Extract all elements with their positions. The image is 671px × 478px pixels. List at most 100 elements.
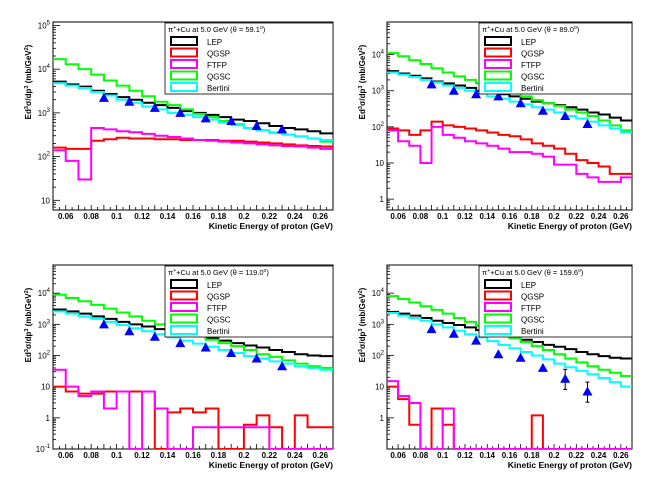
x-tick-label: 0.24 — [287, 451, 303, 460]
data-point — [251, 121, 262, 131]
data-point — [537, 362, 548, 372]
legend-label-bertini: Bertini — [521, 84, 544, 93]
y-axis-label: Ed3σ/dp3 (mb/GeV2) — [24, 44, 33, 119]
legend-swatch-qgsp — [170, 290, 198, 301]
x-tick-label: 0.12 — [457, 212, 473, 221]
legend-title: π++Cu at 5.0 GeV (θ = 159.6o) — [482, 268, 584, 277]
y-tick-label: 1 — [380, 195, 385, 204]
x-tick-label: 0.08 — [83, 451, 99, 460]
legend-swatch-bertini — [484, 82, 512, 92]
legend-label-ftfp: FTFP — [521, 304, 541, 313]
y-tick-label: 104 — [38, 288, 51, 298]
plot-area — [387, 52, 632, 183]
legend-label-ftfp: FTFP — [521, 61, 541, 70]
legend: π++Cu at 5.0 GeV (θ = 89.0o) LEP QGSP FTFP Q… — [478, 22, 633, 95]
legend-label-qgsp: QGSP — [521, 50, 544, 59]
y-tick-label: 10 — [375, 383, 384, 392]
x-tick-label: 0.12 — [134, 451, 150, 460]
series-line-bertini — [53, 82, 333, 141]
x-tick-label: 0.16 — [185, 451, 201, 460]
x-tick-label: 0.22 — [262, 451, 278, 460]
series-line-ftfp — [387, 380, 632, 449]
x-tick-label: 0.1 — [437, 451, 449, 460]
x-tick-label: 0.22 — [569, 212, 585, 221]
data-point — [149, 102, 160, 112]
legend-label-qgsp: QGSP — [207, 50, 230, 59]
panel-2: 0.06 0.08 0.1 0.12 0.14 0.16 0.18 0.2 0.22 0.24 0.… — [358, 21, 633, 231]
x-tick-label: 0.06 — [390, 212, 406, 221]
panel-1: 0.06 0.08 0.1 0.12 0.14 0.16 0.18 0.2 0.22 0.24 0.… — [24, 20, 334, 231]
legend-label-bertini: Bertini — [207, 327, 230, 336]
y-tick-label: 102 — [38, 152, 51, 162]
panel-3: 0.06 0.08 0.1 0.12 0.14 0.16 0.18 0.2 0.22 0.24 0.… — [24, 264, 334, 470]
x-tick-label: 0.24 — [591, 451, 607, 460]
y-tick-label: 10-1 — [36, 444, 51, 454]
x-tick-label: 0.24 — [591, 212, 607, 221]
data-point — [124, 326, 135, 336]
legend-label-ftfp: FTFP — [207, 304, 227, 313]
x-axis-label: Kinetic Energy of proton (GeV) — [508, 221, 632, 231]
x-tick-label: 0.2 — [238, 451, 250, 460]
data-point — [226, 348, 237, 358]
data-point — [560, 111, 571, 120]
y-tick-label: 103 — [38, 319, 51, 329]
data-point — [149, 331, 160, 341]
legend-label-qgsc: QGSC — [207, 316, 231, 325]
y-tick-label: 103 — [372, 319, 385, 329]
legend-title: π++Cu at 5.0 GeV (θ = 119.0o) — [168, 268, 269, 277]
x-tick-label: 0.14 — [479, 451, 495, 460]
data-point — [426, 79, 437, 89]
x-tick-label: 0.2 — [548, 451, 560, 460]
legend: π++Cu at 5.0 GeV (θ = 159.6o) LEP QGSP FTFP… — [478, 265, 633, 338]
x-axis-label: Kinetic Energy of proton (GeV) — [209, 460, 333, 470]
legend-swatch-ftfp — [484, 302, 512, 312]
x-tick-label: 0.18 — [211, 212, 227, 221]
x-tick-label: 0.06 — [58, 212, 74, 221]
y-tick-label: 104 — [38, 64, 51, 74]
legend-swatch-bertini — [484, 325, 512, 335]
y-tick-label: 102 — [372, 122, 385, 132]
legend-label-bertini: Bertini — [207, 84, 230, 93]
x-tick-label: 0.1 — [111, 451, 123, 460]
legend-swatch-lep — [170, 279, 198, 289]
data-point — [582, 119, 593, 129]
x-tick-label: 0.22 — [262, 212, 278, 221]
legend-swatch-qgsc — [170, 313, 198, 324]
legend-swatch-qgsc — [484, 313, 512, 324]
x-tick-label: 0.26 — [312, 451, 328, 460]
legend-label-qgsc: QGSC — [207, 73, 231, 82]
legend-swatch-bertini — [170, 325, 198, 335]
data-point — [471, 89, 482, 99]
y-tick-label: 105 — [38, 20, 51, 30]
x-tick-label: 0.1 — [111, 212, 123, 221]
x-tick-label: 0.2 — [548, 212, 560, 221]
data-point — [448, 328, 459, 338]
data-point — [582, 386, 593, 396]
legend-title: π++Cu at 5.0 GeV (θ = 89.0o) — [482, 25, 580, 34]
data-point — [124, 96, 135, 106]
data-point — [515, 352, 526, 362]
y-axis-label: Ed3σ/dp3 (mb/GeV2) — [358, 44, 367, 119]
x-tick-label: 0.18 — [211, 451, 227, 460]
data-point — [200, 113, 211, 123]
data-point — [98, 319, 109, 329]
legend-label-lep: LEP — [207, 281, 222, 290]
legend-swatch-lep — [484, 36, 512, 46]
data-point — [277, 124, 288, 134]
x-tick-label: 0.2 — [238, 212, 250, 221]
x-tick-label: 0.14 — [160, 212, 176, 221]
data-point — [515, 98, 526, 108]
legend-swatch-ftfp — [484, 59, 512, 69]
y-tick-label: 104 — [372, 288, 385, 298]
legend-swatch-qgsp — [484, 47, 512, 58]
x-tick-label: 0.12 — [134, 212, 150, 221]
y-tick-label: 10 — [41, 383, 50, 392]
x-tick-label: 0.18 — [524, 212, 540, 221]
legend-swatch-qgsp — [170, 47, 198, 58]
legend-swatch-lep — [484, 279, 512, 289]
x-tick-label: 0.16 — [502, 212, 518, 221]
legend-label-qgsp: QGSP — [207, 293, 230, 302]
x-tick-label: 0.16 — [502, 451, 518, 460]
x-tick-label: 0.14 — [479, 212, 495, 221]
